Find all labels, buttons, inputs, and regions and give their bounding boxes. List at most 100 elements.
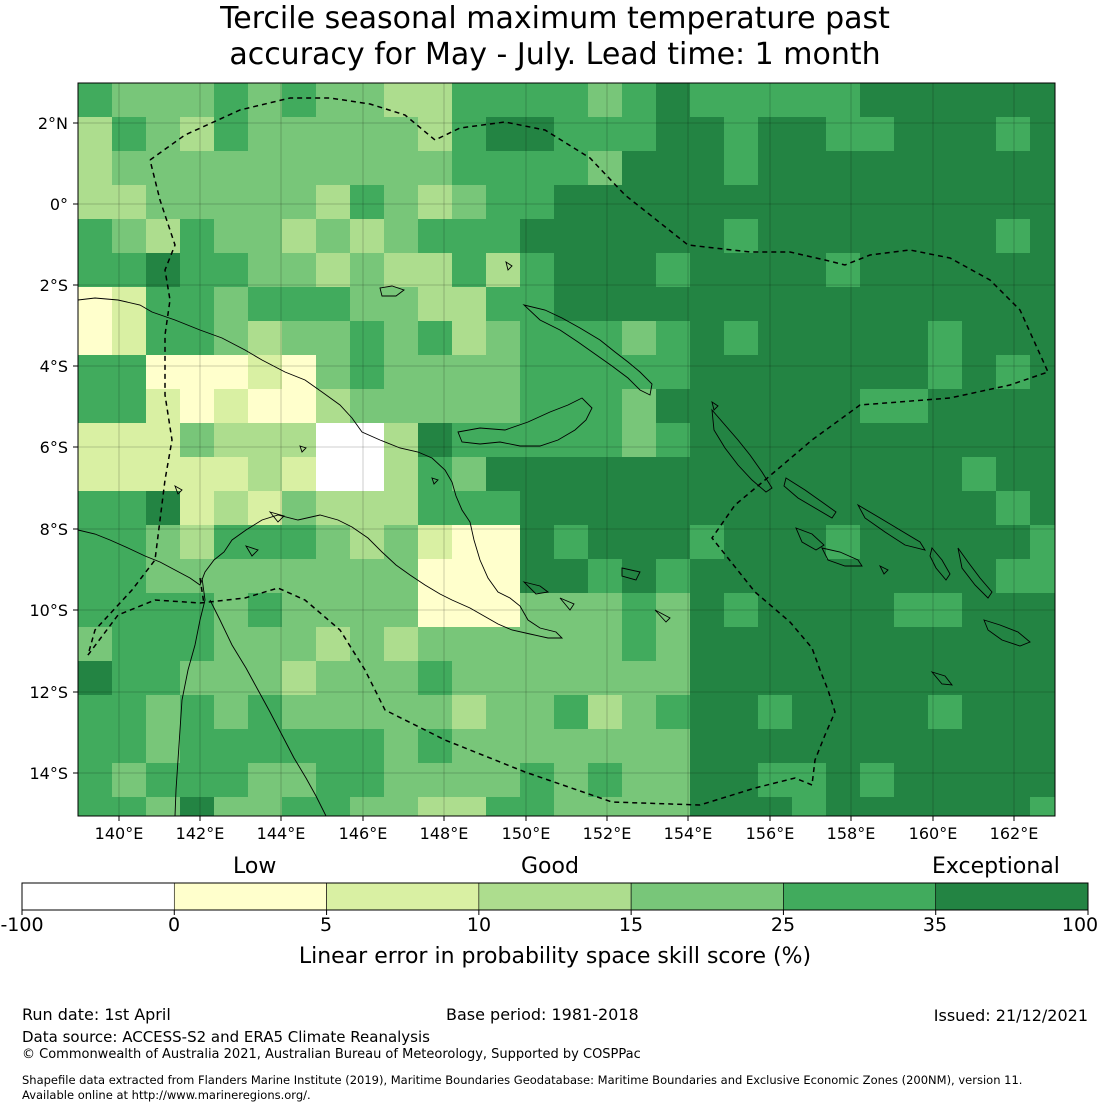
grid-cell xyxy=(316,729,351,764)
grid-cell xyxy=(486,321,521,356)
grid-cell xyxy=(690,321,725,356)
grid-cell xyxy=(724,491,759,526)
grid-cell xyxy=(588,593,623,628)
grid-cell xyxy=(690,287,725,322)
grid-cell xyxy=(214,695,249,730)
grid-cell xyxy=(894,729,929,764)
grid-cell xyxy=(1030,763,1055,798)
grid-cell xyxy=(962,457,997,492)
grid-cell xyxy=(146,253,181,288)
lon-label-160e: 160°E xyxy=(908,824,958,843)
grid-cell xyxy=(384,559,419,594)
grid-cell xyxy=(928,185,963,220)
grid-cell xyxy=(758,525,793,560)
grid-cell xyxy=(656,389,691,424)
grid-cell xyxy=(520,253,555,288)
grid-cell xyxy=(656,593,691,628)
grid-cell xyxy=(350,355,385,390)
grid-cell xyxy=(384,661,419,696)
grid-cell xyxy=(690,661,725,696)
grid-cell xyxy=(112,559,147,594)
grid-cell xyxy=(860,729,895,764)
grid-cell xyxy=(112,253,147,288)
grid-cell xyxy=(996,525,1031,560)
grid-cell xyxy=(860,525,895,560)
colorbar-tick-15: 15 xyxy=(618,914,644,936)
grid-cell xyxy=(554,117,589,152)
grid-cell xyxy=(520,185,555,220)
grid-cell xyxy=(656,457,691,492)
grid-cell xyxy=(452,525,487,560)
grid-cell xyxy=(418,287,453,322)
grid-cell xyxy=(656,185,691,220)
grid-cell xyxy=(78,695,113,730)
grid-cell xyxy=(792,83,827,118)
grid-cell xyxy=(384,763,419,798)
grid-cell xyxy=(520,797,555,816)
grid-cell xyxy=(690,763,725,798)
grid-cell xyxy=(1030,627,1055,662)
grid-cell xyxy=(418,355,453,390)
grid-cell xyxy=(860,763,895,798)
grid-cell xyxy=(996,695,1031,730)
grid-cell xyxy=(112,287,147,322)
grid-cell xyxy=(860,219,895,254)
grid-cell xyxy=(554,355,589,390)
grid-cell xyxy=(146,797,181,816)
grid-cell xyxy=(826,661,861,696)
grid-cell xyxy=(894,355,929,390)
colorbar-block xyxy=(783,882,937,911)
grid-cell xyxy=(146,185,181,220)
grid-cell xyxy=(452,151,487,186)
grid-cell xyxy=(282,219,317,254)
shapefile-url: Available online at http://www.marinereg… xyxy=(22,1088,311,1102)
grid-cell xyxy=(928,423,963,458)
grid-cell xyxy=(112,151,147,186)
grid-cell xyxy=(622,117,657,152)
grid-cell xyxy=(860,627,895,662)
grid-cell xyxy=(248,219,283,254)
grid-cell xyxy=(554,423,589,458)
grid-cell xyxy=(520,491,555,526)
grid-cell xyxy=(316,593,351,628)
grid-cell xyxy=(146,661,181,696)
grid-cell xyxy=(214,389,249,424)
grid-cell xyxy=(146,83,181,118)
grid-cell xyxy=(588,287,623,322)
grid-cell xyxy=(554,185,589,220)
grid-cell xyxy=(180,593,215,628)
grid-cell xyxy=(588,423,623,458)
grid-cell xyxy=(1030,729,1055,764)
grid-cell xyxy=(996,83,1031,118)
grid-cell xyxy=(928,219,963,254)
grid-cell xyxy=(928,457,963,492)
grid-cell xyxy=(146,695,181,730)
grid-cell xyxy=(690,559,725,594)
grid-cell xyxy=(656,797,691,816)
grid-cell xyxy=(758,389,793,424)
coastline-guadalcanal xyxy=(821,547,863,567)
grid-cell xyxy=(78,151,113,186)
grid-cell xyxy=(180,695,215,730)
grid-cell xyxy=(384,491,419,526)
grid-cell xyxy=(860,661,895,696)
grid-cell xyxy=(486,525,521,560)
grid-cell xyxy=(962,763,997,798)
grid-cell xyxy=(384,321,419,356)
grid-cell xyxy=(520,559,555,594)
grid-cell xyxy=(248,83,283,118)
grid-cell xyxy=(724,287,759,322)
grid-cell xyxy=(452,423,487,458)
grid-cell xyxy=(1030,287,1055,322)
grid-cell xyxy=(214,185,249,220)
lat-label-8s: 8°S xyxy=(39,520,68,539)
grid-cell xyxy=(248,559,283,594)
grid-cell xyxy=(758,355,793,390)
grid-cell xyxy=(180,321,215,356)
grid-cell xyxy=(656,117,691,152)
grid-cell xyxy=(214,219,249,254)
colorbar-block xyxy=(173,882,327,911)
grid-cell xyxy=(758,151,793,186)
grid-cell xyxy=(112,457,147,492)
grid-cell xyxy=(146,491,181,526)
